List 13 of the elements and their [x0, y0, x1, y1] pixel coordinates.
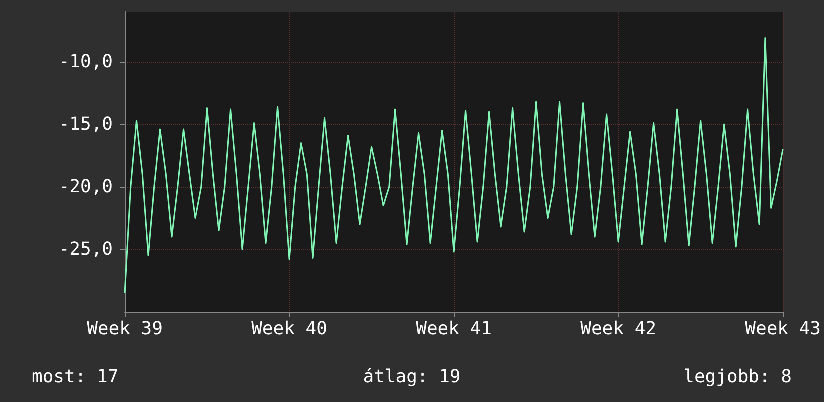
x-tick-label: Week 41 — [416, 318, 492, 340]
text: átlag: 19 — [363, 366, 461, 388]
x-tick-label: Week 42 — [580, 318, 656, 340]
y-tick-label: -20,0 — [58, 176, 113, 198]
x-tick-label: Week 43 — [745, 318, 821, 340]
y-tick-label: -15,0 — [58, 114, 113, 135]
line-series — [124, 38, 784, 294]
y-tick-label: -25,0 — [58, 239, 113, 260]
x-tick-label: Week 40 — [252, 318, 328, 340]
text: legjobb: 8 — [684, 366, 792, 388]
y-tick-label: -10,0 — [58, 52, 113, 72]
x-tick-label: Week 39 — [87, 318, 163, 340]
text: most: 17 — [32, 366, 119, 388]
